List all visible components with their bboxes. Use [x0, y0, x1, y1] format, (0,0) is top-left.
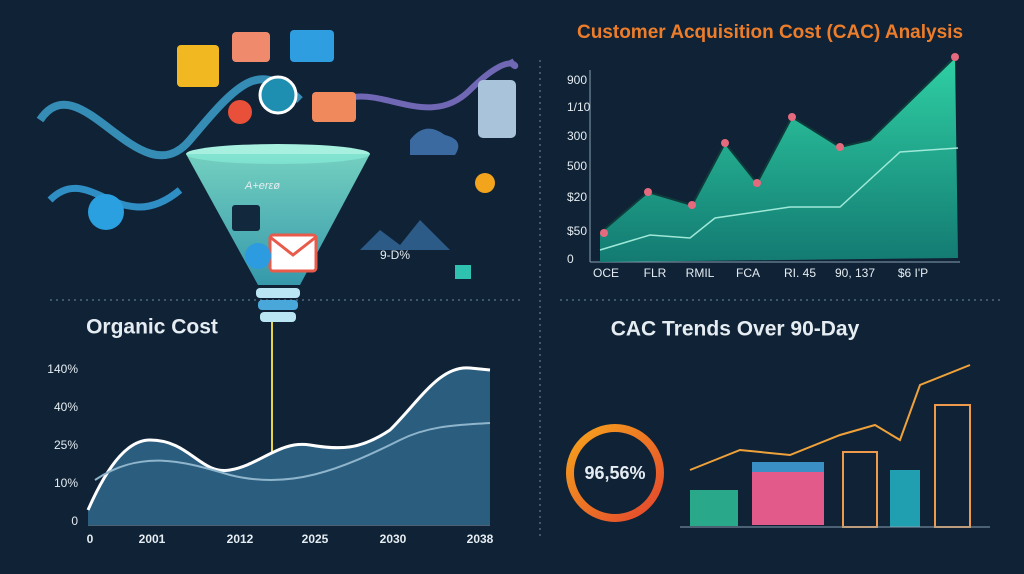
x-label: OCE — [593, 266, 619, 280]
y-labels: 900 1/10 300 500 $20 $50 0 — [567, 73, 591, 266]
y-label: $20 — [567, 190, 587, 204]
x-label: RI. 45 — [784, 266, 816, 280]
y-label: $50 — [567, 224, 587, 238]
gauge-label: 96,56% — [584, 463, 645, 483]
x-label: 2001 — [139, 532, 166, 546]
bar-illustration — [680, 364, 990, 528]
area-chart — [589, 53, 960, 263]
y-label: 900 — [567, 73, 587, 87]
funnel-illustration: A+erεø 9-D% — [36, 30, 519, 470]
chart-title: Organic Cost — [86, 316, 218, 339]
x-label: FCA — [736, 266, 760, 280]
x-labels: OCE FLR RMIL FCA RI. 45 90, 137 $6 I'P — [593, 266, 928, 280]
x-label: RMIL — [686, 266, 715, 280]
x-label: 2038 — [467, 532, 494, 546]
y-labels: 140% 40% 25% 10% 0 — [47, 362, 78, 528]
x-label: FLR — [644, 266, 667, 280]
x-label: 90, 137 — [835, 266, 875, 280]
y-label: 0 — [567, 252, 574, 266]
y-label: 140% — [47, 362, 78, 376]
x-label: 2012 — [227, 532, 254, 546]
funnel-label: A+erεø — [244, 180, 280, 192]
illustration-caption: 9-D% — [380, 248, 410, 262]
y-label: 1/10 — [567, 100, 591, 114]
x-label: 2025 — [302, 532, 329, 546]
x-label: $6 I'P — [898, 266, 928, 280]
y-label: 300 — [567, 129, 587, 143]
chart-title: CAC Trends Over 90-Day — [611, 318, 860, 341]
y-label: 10% — [54, 476, 78, 490]
x-label: 0 — [87, 532, 94, 546]
y-label: 25% — [54, 438, 78, 452]
y-label: 0 — [71, 514, 78, 528]
y-label: 500 — [567, 159, 587, 173]
chart-title: Customer Acquisition Cost (CAC) Analysis — [577, 22, 963, 43]
area-chart — [86, 366, 491, 526]
x-label: 2030 — [380, 532, 407, 546]
gauge: 96,56% — [566, 424, 664, 522]
y-label: 40% — [54, 400, 78, 414]
x-labels: 0 2001 2012 2025 2030 2038 — [87, 532, 494, 546]
